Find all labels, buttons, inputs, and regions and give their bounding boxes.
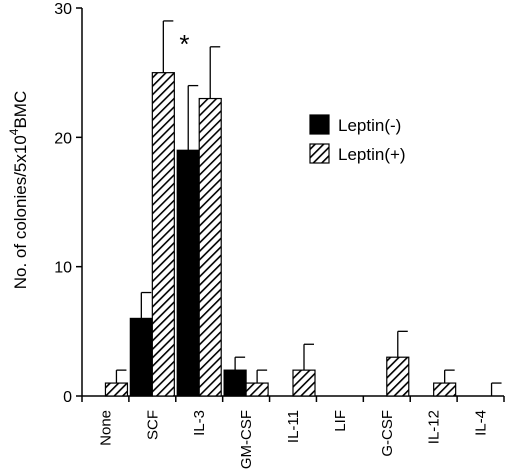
x-category-label: None [97, 410, 114, 446]
annotations: * [179, 29, 189, 59]
legend-swatch [309, 114, 330, 135]
x-category-label: GM-CSF [238, 410, 255, 469]
x-category-label: IL-12 [426, 410, 443, 444]
legend-label: Leptin(+) [338, 145, 406, 164]
y-tick-label: 10 [54, 260, 72, 277]
y-tick-label: 30 [54, 1, 72, 18]
x-tick-labels: None SCF IL-3 GM-CSF IL-11 LIF G-CSF IL-12 IL-4 [97, 410, 489, 469]
legend: Leptin(-) Leptin(+) [309, 114, 406, 164]
legend-label: Leptin(-) [338, 116, 401, 135]
x-category-label: LIF [332, 410, 349, 432]
y-tick-label: 0 [63, 389, 72, 406]
bar [198, 97, 222, 397]
legend-swatch [309, 143, 330, 164]
bar [245, 382, 269, 397]
x-category-label: G-CSF [379, 410, 396, 457]
x-category-label: IL-11 [285, 410, 302, 443]
bar [104, 382, 129, 397]
bar [292, 369, 316, 397]
error-bars [115, 20, 502, 396]
bar [176, 149, 200, 397]
x-category-label: IL-3 [191, 410, 208, 436]
bars [104, 72, 457, 397]
bar [129, 317, 153, 397]
y-tick-labels: 0 10 20 30 [54, 1, 72, 406]
bar [433, 382, 457, 397]
bar [151, 72, 175, 397]
significance-asterisk: * [179, 29, 189, 59]
bar [386, 356, 410, 397]
y-axis-title: No. of colonies/5x104BMC [7, 91, 30, 290]
x-category-label: SCF [144, 410, 161, 440]
bar [223, 369, 247, 397]
y-tick-label: 20 [54, 130, 72, 147]
x-category-label: IL-4 [473, 410, 490, 436]
